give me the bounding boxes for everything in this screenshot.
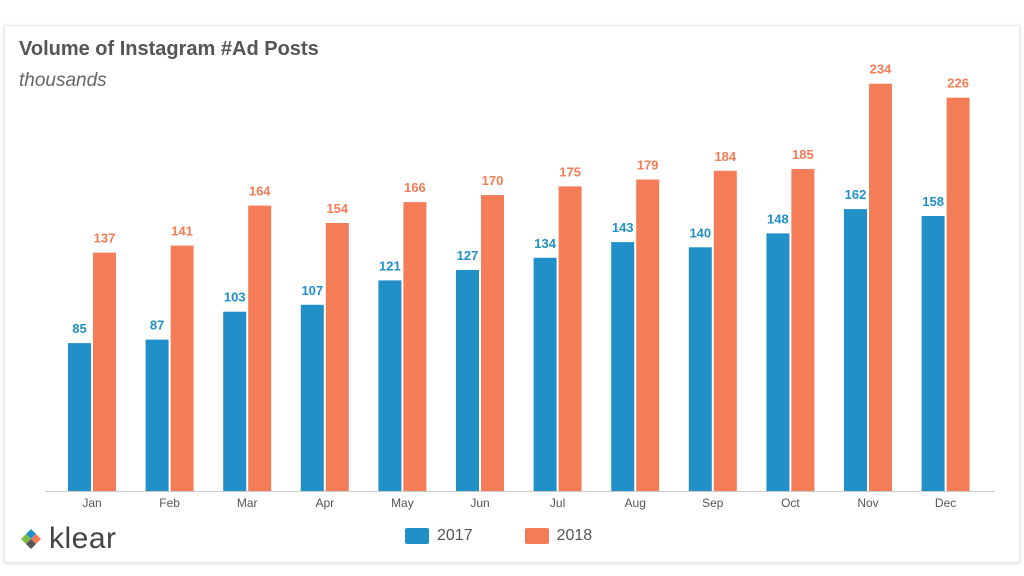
data-label-2018-jul: 175 (559, 164, 581, 179)
data-label-2017-aug: 143 (612, 220, 634, 235)
bar-2017-jun[interactable] (456, 270, 479, 491)
data-label-2017-feb: 87 (150, 318, 164, 333)
chart-legend: 2017 2018 (405, 527, 592, 545)
bar-2017-oct[interactable] (766, 233, 790, 491)
legend-swatch-2017 (405, 528, 429, 544)
data-label-2017-oct: 148 (767, 211, 789, 226)
bar-2017-dec[interactable] (921, 216, 945, 491)
legend-item-2017[interactable]: 2017 (405, 527, 473, 545)
x-tick-label-may: May (391, 496, 414, 510)
bar-2017-aug[interactable] (611, 242, 635, 491)
klear-logo-text: klear (49, 522, 117, 555)
x-tick-label-oct: Oct (781, 496, 800, 510)
data-label-2018-apr: 154 (326, 201, 348, 216)
bar-2018-may[interactable] (403, 202, 427, 491)
bar-2018-mar[interactable] (248, 205, 272, 491)
data-label-2017-jan: 85 (72, 321, 86, 336)
bar-2018-aug[interactable] (636, 179, 660, 492)
bar-2017-nov[interactable] (844, 209, 867, 491)
x-tick-label-aug: Aug (625, 496, 646, 510)
data-label-2018-may: 166 (404, 180, 426, 195)
x-tick-label-apr: Apr (315, 496, 334, 510)
data-label-2017-sep: 140 (689, 225, 711, 240)
data-label-2018-jan: 137 (94, 231, 116, 246)
data-label-2018-feb: 141 (171, 224, 193, 239)
bar-2018-jan[interactable] (93, 252, 116, 491)
x-tick-label-jan: Jan (82, 496, 101, 510)
chart-subtitle: thousands (19, 70, 107, 91)
x-tick-label-mar: Mar (237, 496, 258, 510)
bar-2018-feb[interactable] (170, 245, 194, 491)
legend-swatch-2018 (524, 528, 549, 544)
bar-chart: 85 137 Jan 87 141 Feb 103 164 Mar 107 154 Apr 121 166… (45, 62, 995, 510)
data-label-2017-nov: 162 (845, 187, 867, 202)
bar-2018-apr[interactable] (325, 223, 349, 491)
bar-2017-mar[interactable] (223, 311, 247, 491)
bar-2018-jul[interactable] (558, 186, 582, 491)
bar-2017-sep[interactable] (688, 247, 712, 491)
x-tick-label-sep: Sep (702, 496, 724, 510)
data-label-2018-dec: 226 (947, 76, 969, 91)
bar-2018-dec[interactable] (946, 97, 970, 491)
bar-2018-jun[interactable] (481, 195, 504, 491)
data-label-2017-jun: 127 (457, 248, 479, 263)
legend-label-2018: 2018 (556, 527, 593, 544)
bar-2018-oct[interactable] (791, 169, 815, 491)
data-label-2017-apr: 107 (301, 283, 323, 298)
legend-label-2017: 2017 (437, 527, 473, 544)
bar-2018-sep[interactable] (713, 170, 737, 492)
data-label-2017-may: 121 (379, 258, 401, 273)
legend-item-2018[interactable]: 2018 (524, 527, 593, 545)
data-label-2018-oct: 185 (792, 147, 814, 162)
bar-2017-feb[interactable] (145, 339, 169, 491)
bar-2017-apr[interactable] (300, 304, 324, 491)
klear-diamond-logo-icon (21, 529, 41, 549)
bar-2017-jul[interactable] (533, 257, 557, 491)
x-tick-label-jul: Jul (550, 496, 565, 510)
data-label-2017-mar: 103 (224, 290, 246, 305)
data-label-2018-mar: 164 (249, 184, 271, 199)
x-tick-label-nov: Nov (857, 496, 878, 510)
data-label-2017-dec: 158 (922, 194, 944, 209)
chart-card: Volume of Instagram #Ad Posts thousands … (4, 25, 1020, 563)
chart-title: Volume of Instagram #Ad Posts (19, 38, 319, 60)
bar-2018-nov[interactable] (869, 83, 892, 491)
data-label-2018-aug: 179 (637, 158, 659, 173)
x-tick-label-dec: Dec (935, 496, 956, 510)
bar-2017-jan[interactable] (68, 343, 91, 491)
data-label-2018-jun: 170 (482, 173, 504, 188)
x-tick-label-jun: Jun (470, 496, 489, 510)
data-label-2017-jul: 134 (534, 236, 556, 251)
x-tick-label-feb: Feb (159, 496, 180, 510)
bar-2017-may[interactable] (378, 280, 402, 491)
klear-logo: klear (19, 522, 117, 556)
data-label-2018-nov: 234 (870, 62, 892, 77)
data-label-2018-sep: 184 (714, 149, 736, 164)
